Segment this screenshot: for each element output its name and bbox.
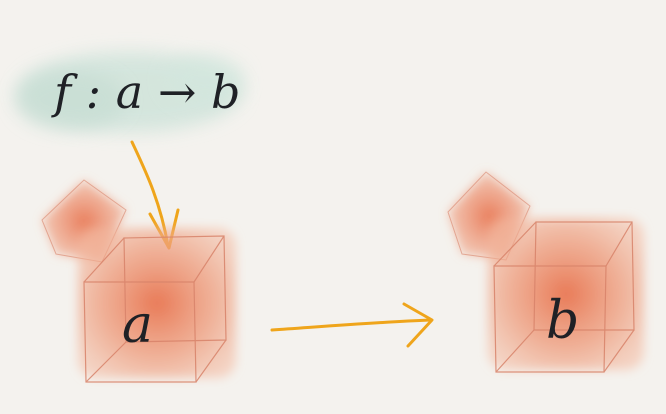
morphism-arrow	[270, 302, 434, 348]
right-object-box: b	[447, 171, 644, 373]
right-object-label: b	[546, 291, 579, 351]
label-wash	[15, 52, 245, 132]
left-object-label: a	[122, 295, 153, 355]
morphism-label: f : a → b	[51, 65, 240, 119]
left-object-box: a	[41, 179, 236, 383]
morphism-label-text: f : a → b	[51, 65, 240, 119]
